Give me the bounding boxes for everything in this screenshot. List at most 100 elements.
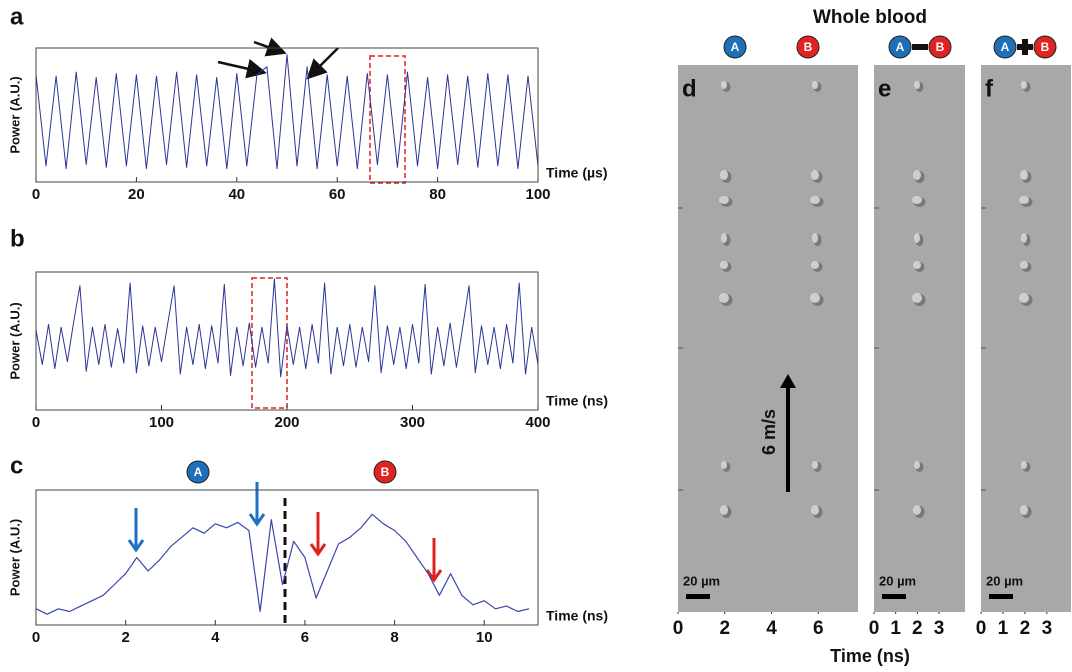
annotation-label: B [804,40,813,54]
x-tick-label: 1 [890,618,901,639]
cell [811,261,819,269]
kymograph [981,65,1071,612]
panel-letter: d [682,75,697,102]
cell [913,170,921,180]
x-tick-label: 80 [429,186,446,203]
scale-bar-label: 20 µm [986,573,1023,588]
panel-letter: a [10,3,24,30]
x-tick-label: 400 [525,414,550,431]
cell [913,505,921,515]
cell [914,81,920,89]
annotation-label: A [896,40,905,54]
panel-letter: b [10,225,25,252]
annotation-label: A [731,40,740,54]
cell [812,461,818,469]
x-tick-label: 100 [525,186,550,203]
cell [1020,170,1028,180]
x-tick-label: 1 [998,618,1009,639]
x-tick-label: 0 [32,629,40,646]
cell [812,81,818,89]
scale-bar-label: 20 µm [683,573,720,588]
cell [810,293,820,303]
x-tick-label: 4 [211,629,220,646]
figure-title: Whole blood [813,7,927,28]
cell [1021,233,1027,243]
cell [1019,293,1029,303]
panel-letter: c [10,452,23,479]
panel-letter: e [878,75,891,102]
cell [914,461,920,469]
annotation-label: A [1001,40,1010,54]
trace [35,513,530,615]
annotation-label: A [194,465,203,479]
x-tick-label: 0 [869,618,880,639]
kymograph [678,65,858,612]
x-tick-label: 8 [390,629,398,646]
x-tick-label: 2 [121,629,129,646]
cell [1021,81,1027,89]
cell [721,233,727,243]
x-tick-label: 2 [719,618,730,639]
cell [812,233,818,243]
x-tick-label: 6 [301,629,309,646]
speed-label: 6 m/s [759,409,779,455]
cell [914,233,920,243]
scale-bar-label: 20 µm [879,573,916,588]
scale-bar [989,594,1013,599]
x-tick-label: 2 [912,618,923,639]
trace [35,54,539,170]
x-tick-label: 200 [274,414,299,431]
x-axis-label: Time (ns) [830,646,910,666]
annotation-badge [186,460,210,484]
x-tick-label: 10 [476,629,493,646]
cell [721,461,727,469]
cell [1020,505,1028,515]
x-axis-label: Time (ns) [546,393,608,409]
cell [811,505,819,515]
cell [719,293,729,303]
y-axis-label: Power (A.U.) [7,519,22,596]
annotation-label: B [381,465,390,479]
annotation-badge [373,460,397,484]
x-axis-label: Time (ns) [546,608,608,624]
x-tick-label: 0 [976,618,987,639]
x-tick-label: 20 [128,186,145,203]
x-tick-label: 6 [813,618,824,639]
y-axis-label: Power (A.U.) [7,76,22,153]
x-tick-label: 2 [1020,618,1031,639]
x-tick-label: 40 [228,186,245,203]
x-tick-label: 0 [32,186,40,203]
x-axis-label: Time (µs) [546,165,608,181]
annotation-badge [1033,35,1057,59]
x-tick-label: 3 [1042,618,1053,639]
cell [720,261,728,269]
cell [1021,461,1027,469]
cell [720,170,728,180]
kymograph [874,65,965,612]
scale-bar [686,594,710,599]
x-tick-label: 100 [149,414,174,431]
annotation-badge [993,35,1017,59]
annotation-label: B [1041,40,1050,54]
cell [1019,196,1029,204]
operator-minus [912,44,928,50]
annotation-badge [796,35,820,59]
x-tick-label: 60 [329,186,346,203]
cell [810,196,820,204]
plot-frame [35,47,539,183]
annotation-arrows [127,37,443,625]
annotation-badge [888,35,912,59]
annotation-badge [928,35,952,59]
operator-plus [1022,39,1028,55]
cell [913,261,921,269]
annotation-badge [723,35,747,59]
cell [912,196,922,204]
cell [811,170,819,180]
cell [1020,261,1028,269]
scale-bar [882,594,906,599]
x-tick-label: 3 [934,618,945,639]
cell [719,196,729,204]
annotation-label: B [936,40,945,54]
x-tick-label: 300 [400,414,425,431]
